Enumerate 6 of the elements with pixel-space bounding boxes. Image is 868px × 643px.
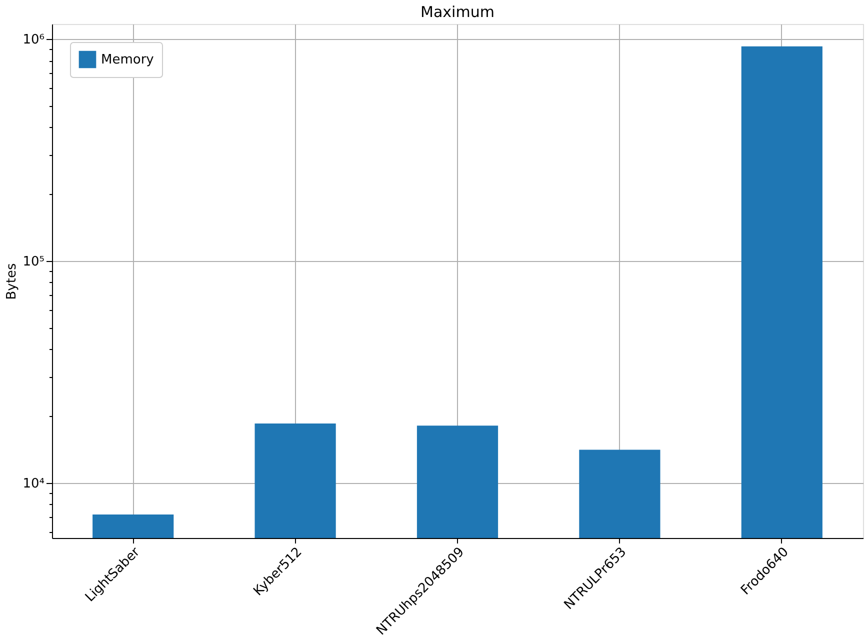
chart-title: Maximum [420,3,494,21]
y-tick-label: 10⁵ [22,254,44,270]
y-tick-label: 10⁶ [22,32,44,48]
y-tick-label: 10⁴ [22,476,44,492]
y-axis-title: Bytes [4,263,20,300]
legend-label: Memory [101,52,154,68]
